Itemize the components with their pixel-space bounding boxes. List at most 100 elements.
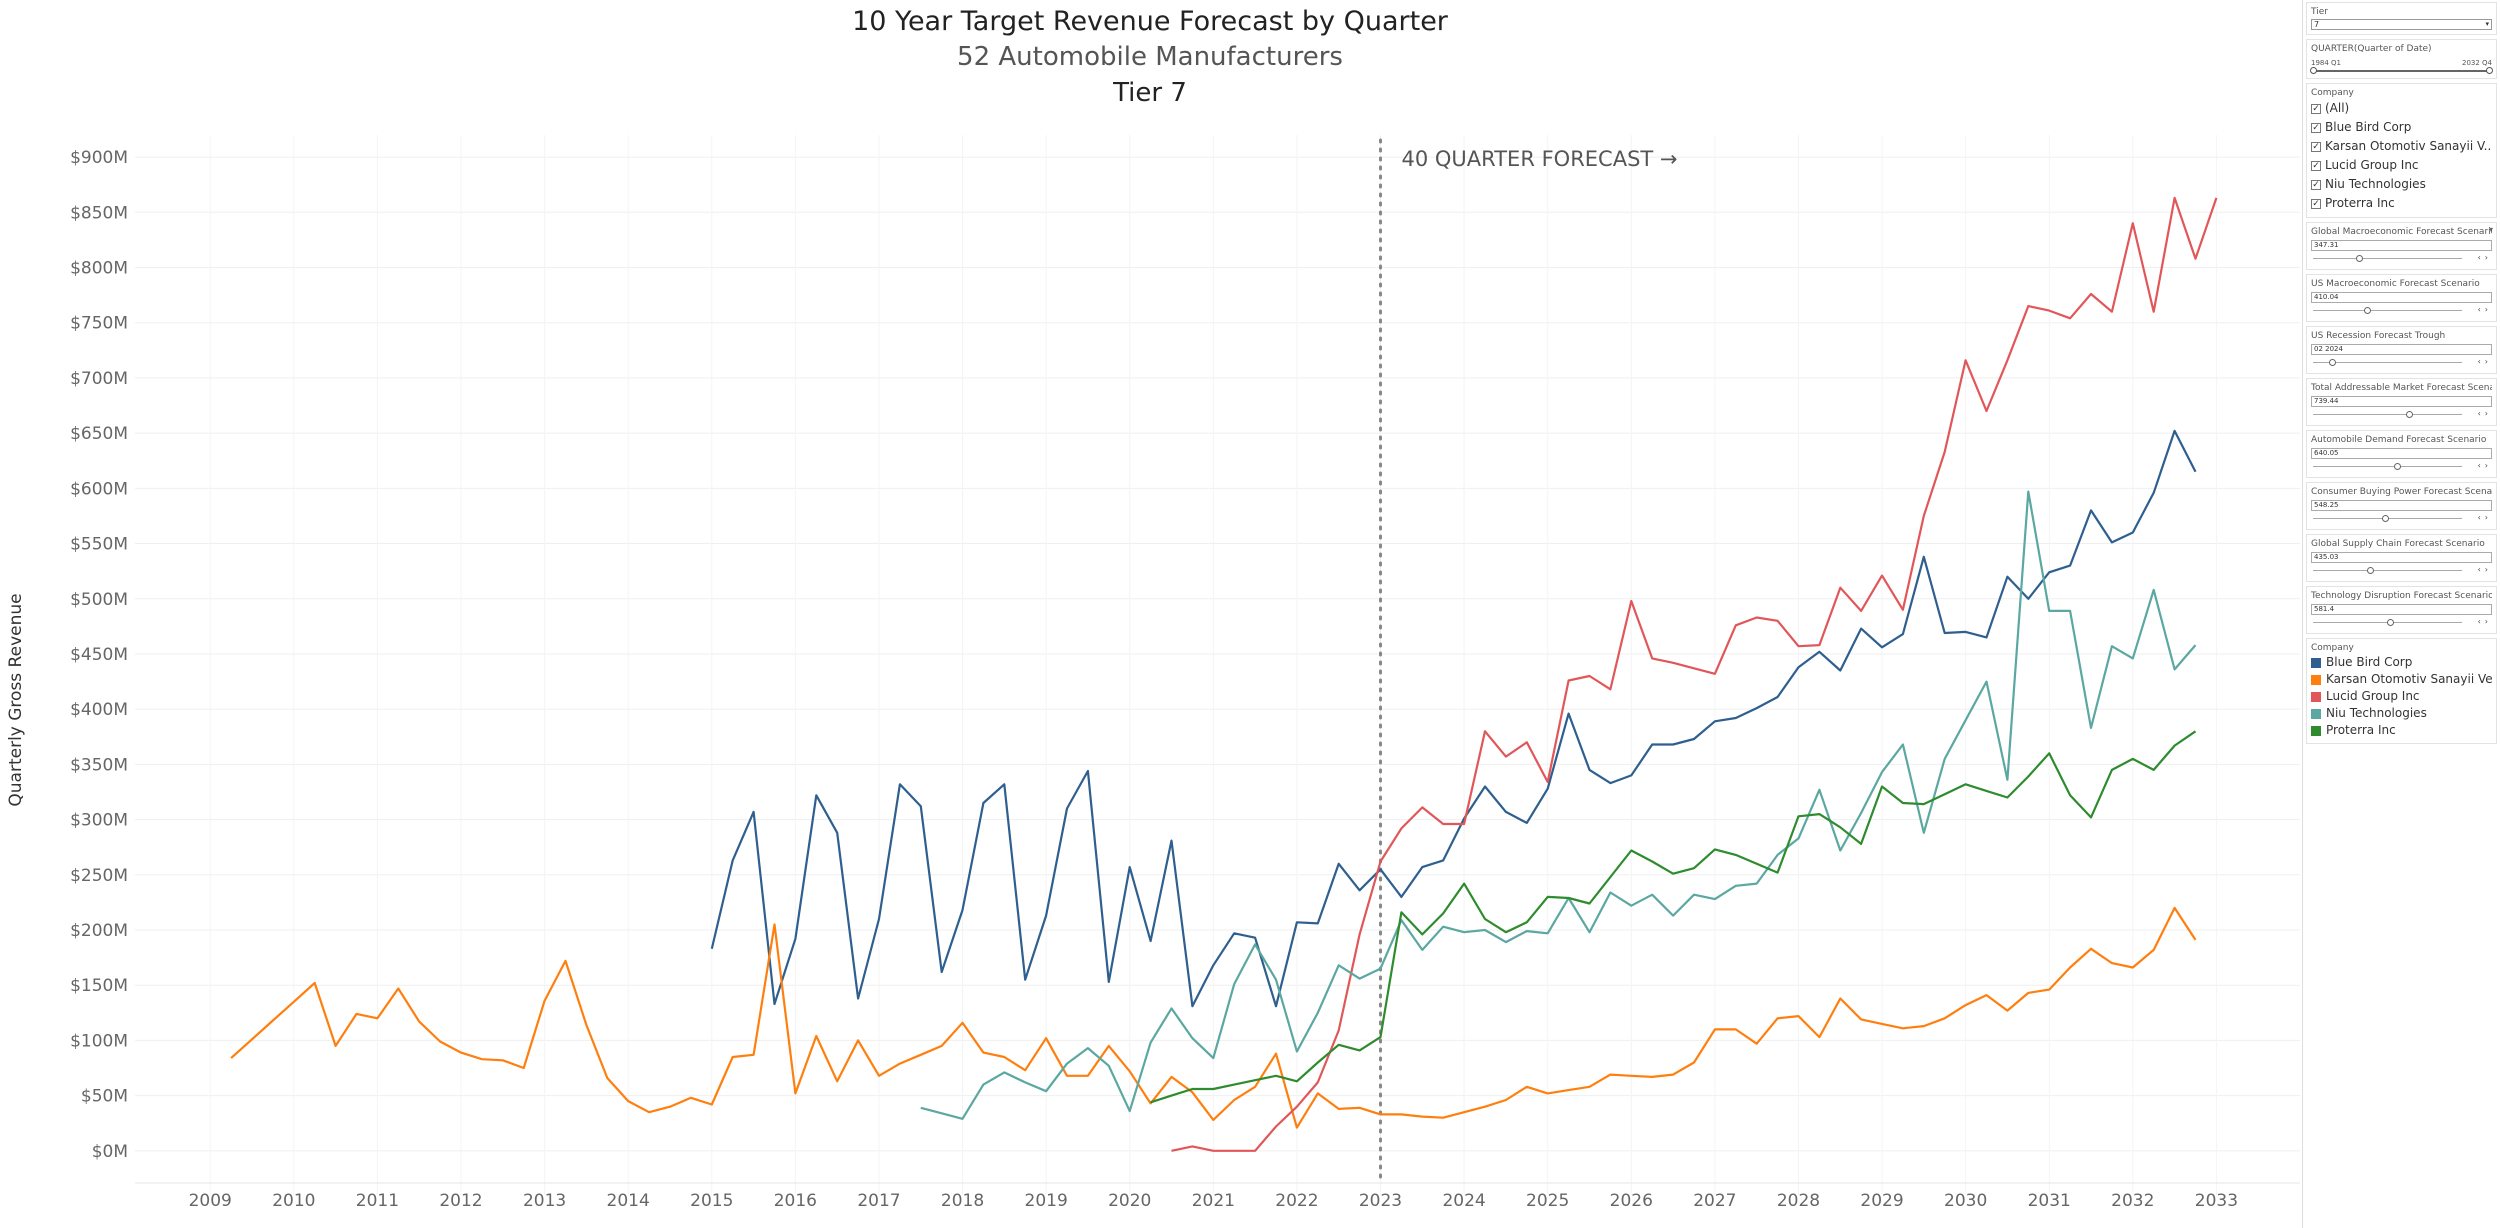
slider-track [2313,466,2462,467]
stepper-arrows-icon[interactable]: ‹› [2477,513,2492,522]
checkbox-icon[interactable]: ✓ [2311,141,2321,152]
stepper-arrows-icon[interactable]: ‹› [2477,253,2492,262]
slider-handle[interactable] [2394,463,2402,470]
parameter-title: Automobile Demand Forecast Scenario [2311,435,2487,445]
quarter-range-low-handle[interactable] [2310,67,2317,74]
quarter-filter-title: QUARTER(Quarter of Date) [2311,44,2432,54]
parameter-control: Global Macroeconomic Forecast Scenario 34… [2306,222,2497,270]
legend-item[interactable]: Lucid Group Inc [2311,688,2492,705]
slider-handle[interactable] [2364,307,2372,314]
y-axis-ticks: $0M $50M $100M $150M $200M $250M $300M $350M $40… [70,148,128,1162]
parameter-slider[interactable]: ‹› [2311,253,2492,265]
parameter-input[interactable]: 739.44 [2311,396,2492,407]
parameter-control: Total Addressable Market Forecast Scenar… [2306,378,2497,426]
parameter-control: Consumer Buying Power Forecast Scenario 5… [2306,482,2497,530]
slider-handle[interactable] [2328,359,2336,366]
y-tick-label: $250M [70,866,128,886]
x-tick-label: 2022 [1275,1191,1318,1211]
series-line-blue-bird-corp[interactable] [710,429,2197,1008]
x-tick-label: 2029 [1860,1191,1903,1211]
tier-dropdown[interactable]: 7 ▾ [2311,19,2492,30]
checkbox-icon[interactable]: ✓ [2311,198,2321,209]
checkbox-icon[interactable]: ✓ [2311,103,2321,114]
parameter-slider[interactable]: ‹› [2311,513,2492,525]
parameter-input[interactable]: 347.31 [2311,240,2492,251]
y-tick-label: $650M [70,424,128,444]
stepper-arrows-icon[interactable]: ‹› [2477,357,2492,366]
forecast-marker: 40 QUARTER FORECAST → [1379,138,1678,1185]
legend-swatch [2311,674,2321,685]
slider-track [2313,310,2462,311]
company-filter-item[interactable]: ✓ Proterra Inc [2311,194,2492,213]
slider-handle[interactable] [2367,567,2375,574]
stepper-arrows-icon[interactable]: ‹› [2477,565,2492,574]
company-filter-item[interactable]: ✓ Niu Technologies [2311,175,2492,194]
stepper-arrows-icon[interactable]: ‹› [2477,305,2492,314]
stepper-arrows-icon[interactable]: ‹› [2477,409,2492,418]
y-tick-label: $600M [70,479,128,499]
line-chart[interactable]: $0M $50M $100M $150M $200M $250M $300M $350M $40… [0,0,2300,1228]
parameter-input[interactable]: 581.4 [2311,604,2492,615]
series-line-karsan-otomotiv-sanayii-ve[interactable] [230,906,2197,1129]
legend-item[interactable]: Blue Bird Corp [2311,654,2492,671]
checkbox-icon[interactable]: ✓ [2311,122,2321,133]
slider-handle[interactable] [2355,255,2363,262]
company-filter-item[interactable]: ✓ Karsan Otomotiv Sanayii V... [2311,137,2492,156]
slider-handle[interactable] [2386,619,2394,626]
series-line-proterra-inc[interactable] [1150,730,2197,1104]
parameter-slider[interactable]: ‹› [2311,565,2492,577]
series-line-niu-technologies[interactable] [920,490,2197,1120]
parameter-slider[interactable]: ‹› [2311,461,2492,473]
parameter-input[interactable]: 548.25 [2311,500,2492,511]
stepper-arrows-icon[interactable]: ‹› [2477,461,2492,470]
company-filter-list: ✓ (All) ✓ Blue Bird Corp ✓ Karsan Otomotiv Sa… [2311,99,2492,213]
company-filter-title: Company [2311,88,2354,98]
legend-item[interactable]: Niu Technologies [2311,705,2492,722]
parameter-input[interactable]: 640.05 [2311,448,2492,459]
y-tick-label: $900M [70,148,128,168]
legend-item[interactable]: Karsan Otomotiv Sanayii Ve... [2311,671,2492,688]
x-tick-label: 2011 [356,1191,399,1211]
checkbox-icon[interactable]: ✓ [2311,179,2321,190]
parameter-control: Global Supply Chain Forecast Scenario 435… [2306,534,2497,582]
parameter-control: US Macroeconomic Forecast Scenario 410.04… [2306,274,2497,322]
x-tick-label: 2009 [189,1191,232,1211]
x-axis-ticks: 2009 2010 2011 2012 2013 2014 2015 2016 2017 2018… [189,1191,2238,1211]
legend-label: Proterra Inc [2326,723,2396,737]
parameter-slider[interactable]: ‹› [2311,305,2492,317]
y-tick-label: $850M [70,203,128,223]
parameter-input[interactable]: 410.04 [2311,292,2492,303]
x-tick-label: 2014 [607,1191,650,1211]
checkbox-icon[interactable]: ✓ [2311,160,2321,171]
legend-label: Lucid Group Inc [2326,689,2420,703]
chevron-down-icon[interactable]: ▾ [2488,225,2493,234]
company-filter-item[interactable]: ✓ Lucid Group Inc [2311,156,2492,175]
stepper-arrows-icon[interactable]: ‹› [2477,617,2492,626]
x-tick-label: 2013 [523,1191,566,1211]
series-line-lucid-group-inc[interactable] [1171,196,2218,1152]
company-filter-item[interactable]: ✓ Blue Bird Corp [2311,118,2492,137]
legend-item[interactable]: Proterra Inc [2311,722,2492,739]
forecast-label: 40 QUARTER FORECAST → [1402,147,1678,171]
y-tick-label: $750M [70,314,128,334]
parameter-slider[interactable]: ‹› [2311,357,2492,369]
gridlines [135,135,2300,1195]
y-tick-label: $800M [70,259,128,279]
parameter-slider[interactable]: ‹› [2311,409,2492,421]
parameter-input[interactable]: 435.03 [2311,552,2492,563]
series-lines [230,196,2218,1152]
company-filter-label: Niu Technologies [2325,177,2426,191]
parameter-control: Technology Disruption Forecast Scenario 5… [2306,586,2497,634]
quarter-filter: QUARTER(Quarter of Date) 1984 Q1 2032 Q4 [2306,39,2497,79]
parameter-slider[interactable]: ‹› [2311,617,2492,629]
y-tick-label: $350M [70,755,128,775]
quarter-range-high-handle[interactable] [2486,67,2493,74]
quarter-range-slider[interactable] [2310,67,2493,74]
parameter-title: Global Macroeconomic Forecast Scenario [2311,227,2492,237]
parameter-input[interactable]: 02 2024 [2311,344,2492,355]
slider-handle[interactable] [2405,411,2413,418]
x-tick-label: 2018 [941,1191,984,1211]
company-filter-item[interactable]: ✓ (All) [2311,99,2492,118]
tier-title: Tier 7 [1113,78,1187,108]
slider-handle[interactable] [2382,515,2390,522]
